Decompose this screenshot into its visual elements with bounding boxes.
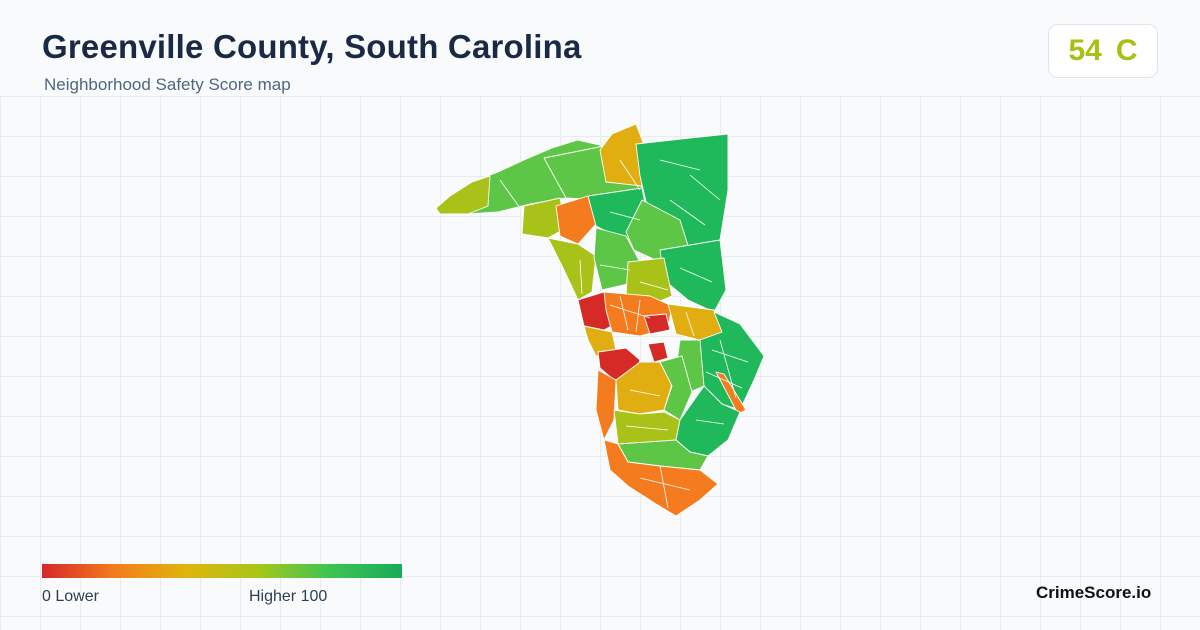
- brand-logo-text: CrimeScore.io: [1036, 583, 1152, 602]
- safety-score-badge: 54 C: [1048, 24, 1158, 78]
- tract-boundaries: [499, 159, 749, 509]
- region-east-orange-band[interactable]: [715, 371, 747, 415]
- region-south-orange-west[interactable]: [595, 369, 617, 441]
- legend-color-bar: [42, 564, 402, 578]
- region-city-red-east[interactable]: [643, 313, 671, 335]
- region-north-west-lobe[interactable]: [521, 197, 567, 239]
- page-title: Greenville County, South Carolina: [42, 28, 582, 65]
- region-south-red-east[interactable]: [647, 341, 669, 363]
- region-upper-west[interactable]: [547, 237, 597, 301]
- header-band: [0, 0, 1200, 96]
- safety-score-value: 54: [1068, 34, 1102, 67]
- region-south-tip[interactable]: [603, 439, 719, 517]
- map-regions: [435, 123, 765, 517]
- region-west-orange[interactable]: [555, 195, 597, 245]
- page-subtitle: Neighborhood Safety Score map: [44, 75, 291, 94]
- region-upper-east[interactable]: [659, 239, 727, 313]
- region-northwest-arm-west[interactable]: [435, 175, 491, 215]
- legend-max-label: Higher 100: [249, 588, 328, 605]
- safety-score-grade: C: [1115, 34, 1138, 67]
- legend-min-label: 0 Lower: [42, 588, 99, 605]
